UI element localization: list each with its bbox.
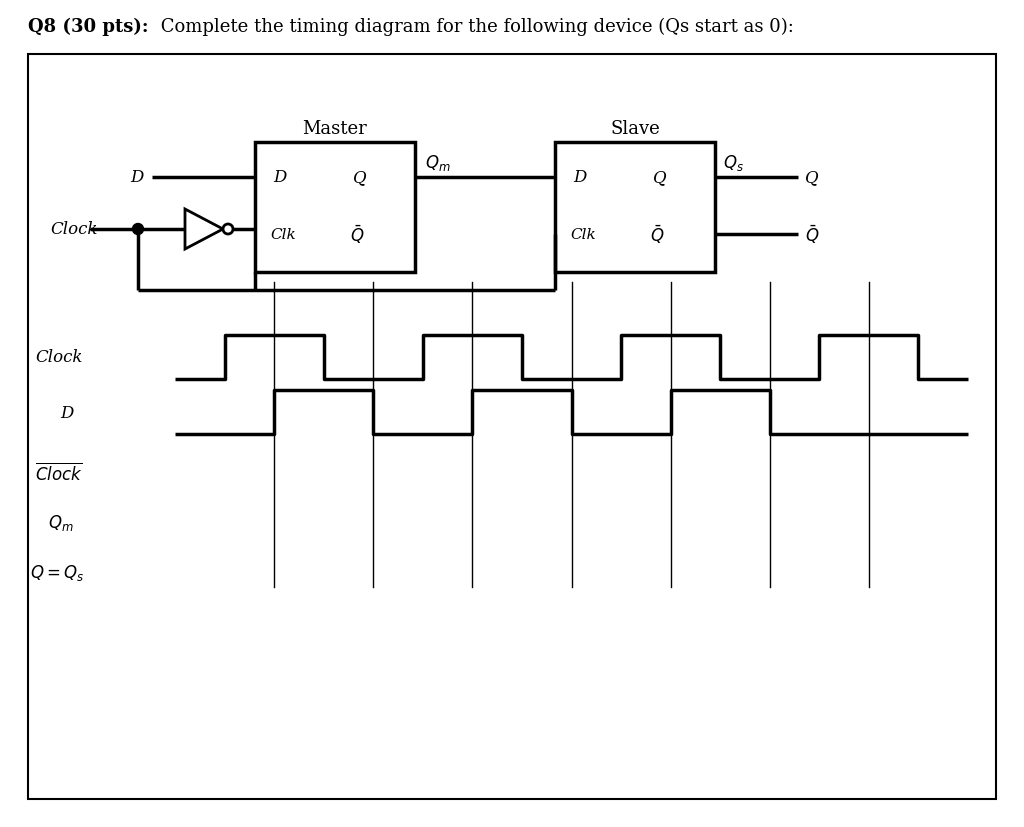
Bar <box>255 143 415 273</box>
Text: Clock: Clock <box>50 222 97 238</box>
Text: $Q = Q_s$: $Q = Q_s$ <box>30 562 84 582</box>
Bar <box>28 55 996 799</box>
Text: $\bar{Q}$: $\bar{Q}$ <box>805 223 819 246</box>
Text: Slave: Slave <box>610 120 659 138</box>
Text: Master: Master <box>303 120 368 138</box>
Text: $Q_s$: $Q_s$ <box>723 153 743 173</box>
Text: $\bar{Q}$: $\bar{Q}$ <box>350 223 365 246</box>
Text: Q: Q <box>353 170 367 186</box>
Text: $\overline{Clock}$: $\overline{Clock}$ <box>35 461 83 484</box>
Text: $Q_m$: $Q_m$ <box>48 513 74 533</box>
Text: D: D <box>60 404 74 421</box>
Text: Clk: Clk <box>270 227 296 241</box>
Circle shape <box>132 224 143 235</box>
Text: $Q_m$: $Q_m$ <box>425 153 451 173</box>
Text: Q: Q <box>805 170 818 186</box>
Text: Q: Q <box>653 170 667 186</box>
Text: Complete the timing diagram for the following device (Qs start as 0):: Complete the timing diagram for the foll… <box>155 18 794 36</box>
Text: Q8 (30 pts):: Q8 (30 pts): <box>28 18 148 36</box>
Text: Clock: Clock <box>35 349 83 366</box>
Text: D: D <box>130 170 143 186</box>
Text: D: D <box>573 170 587 186</box>
Bar <box>555 143 715 273</box>
Polygon shape <box>185 210 223 250</box>
Text: Clk: Clk <box>570 227 596 241</box>
Text: $\bar{Q}$: $\bar{Q}$ <box>650 223 665 246</box>
Text: D: D <box>273 170 287 186</box>
Circle shape <box>223 225 233 235</box>
